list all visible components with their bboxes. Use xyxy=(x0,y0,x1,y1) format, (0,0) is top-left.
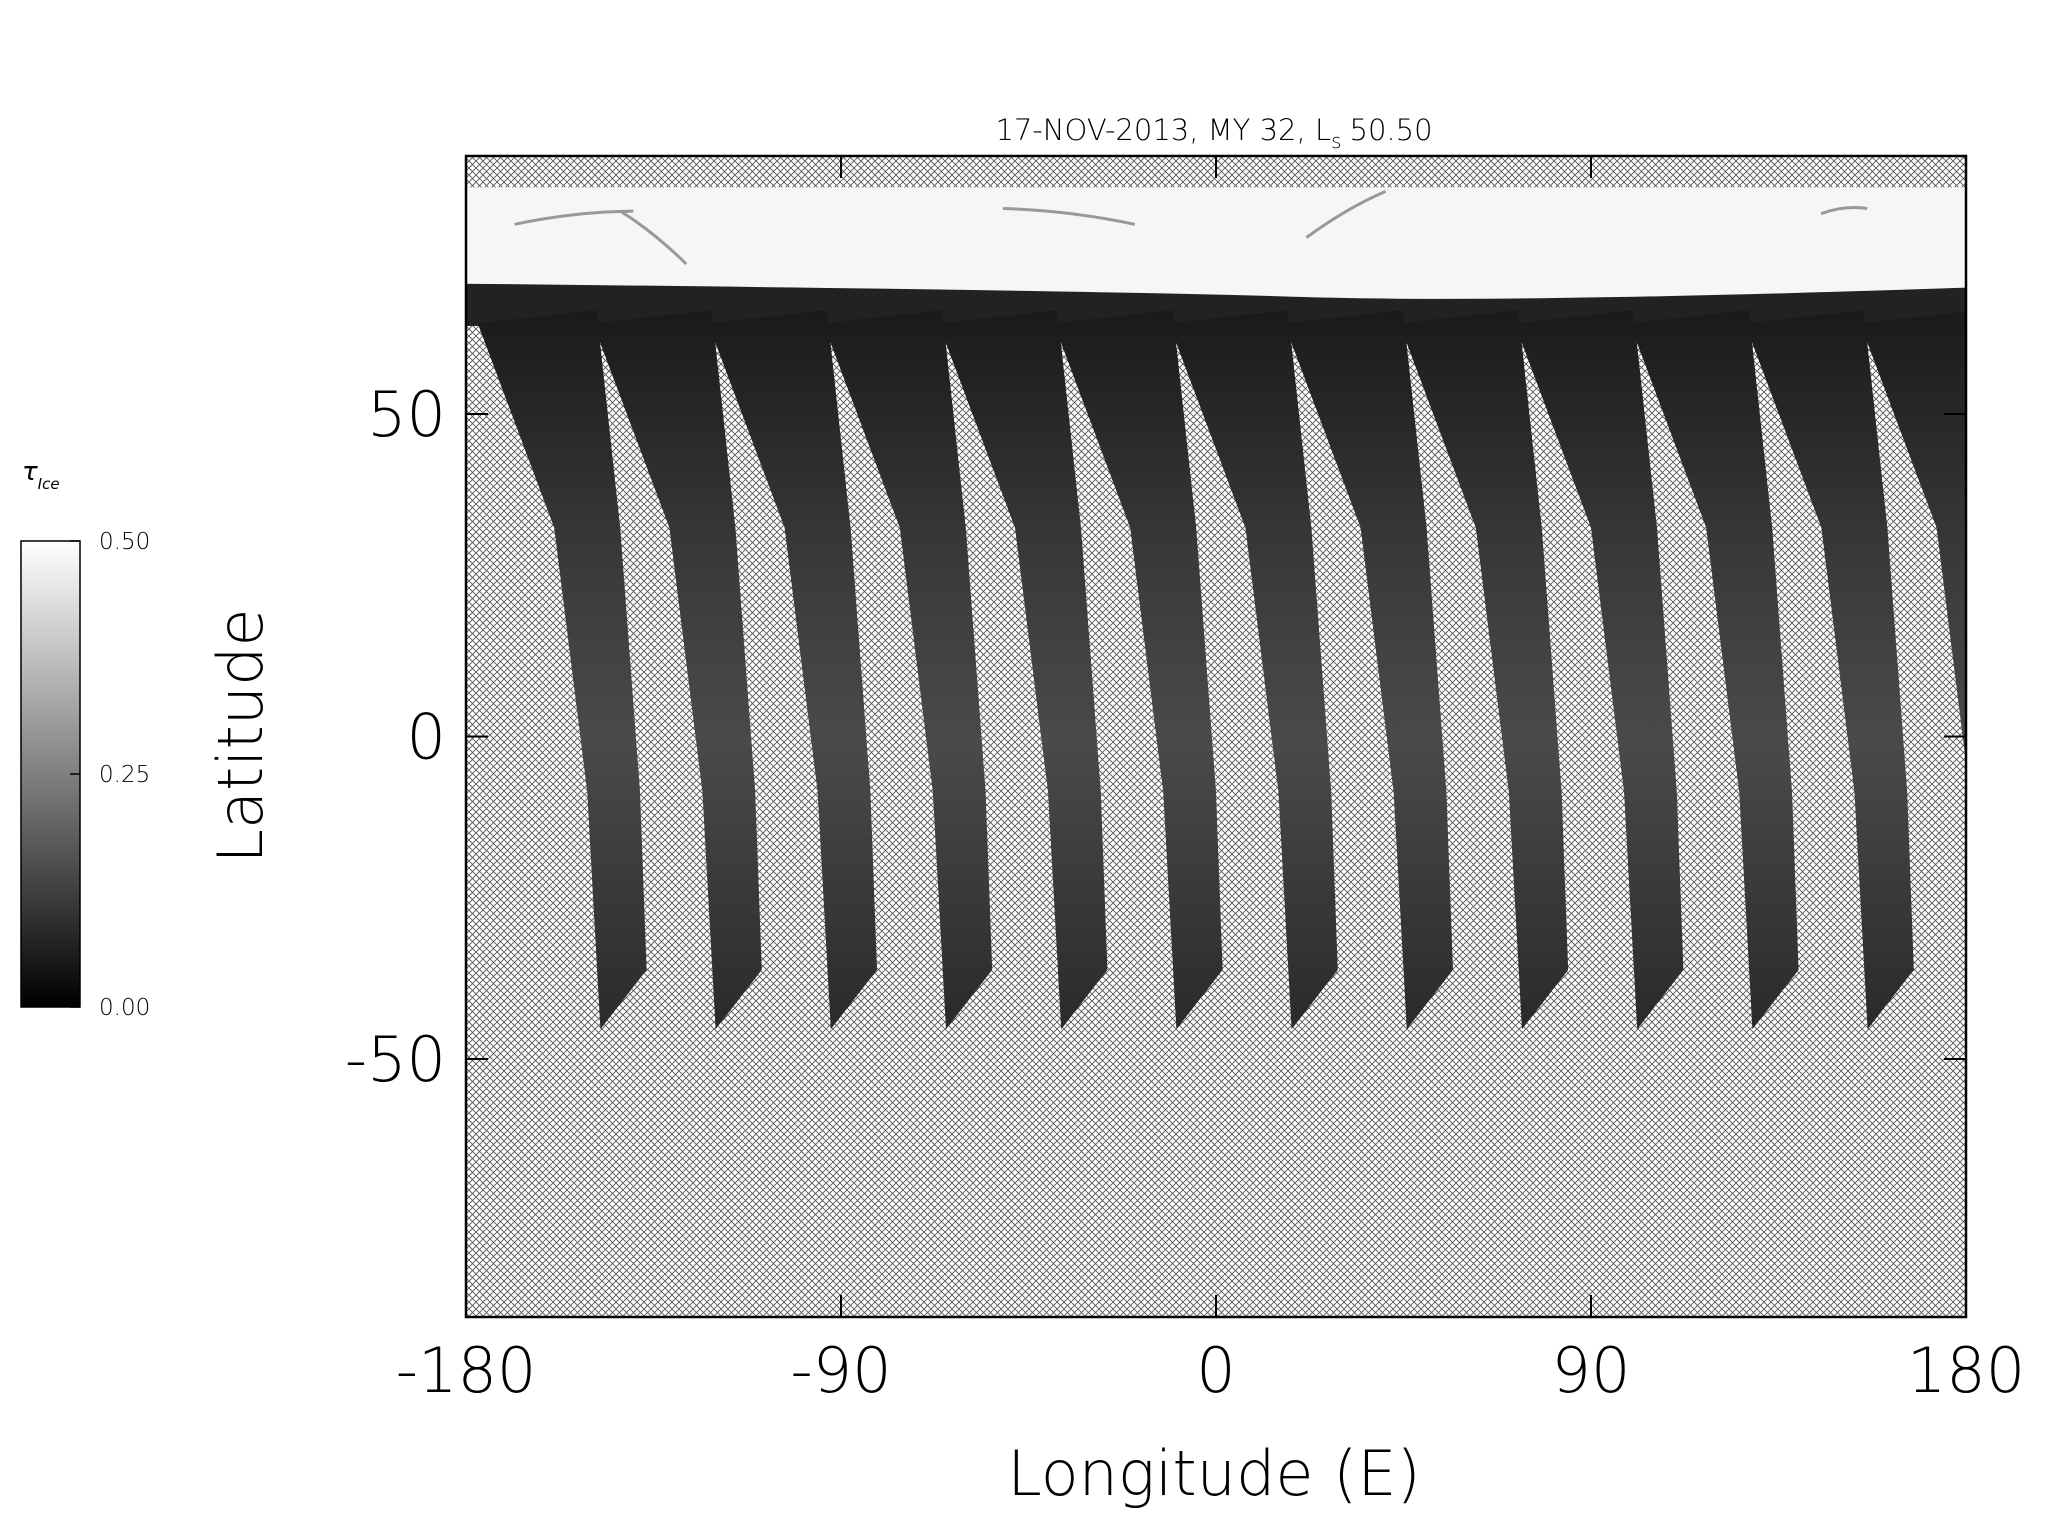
x-tick-label: 90 xyxy=(1552,1334,1631,1407)
swath xyxy=(1514,310,1684,1030)
x-tick-label: 180 xyxy=(1907,1334,2025,1407)
swath xyxy=(938,310,1108,1030)
title-value: 50.50 xyxy=(1350,113,1433,147)
colorbar-symbol: τ xyxy=(22,457,38,487)
swath xyxy=(592,310,762,1030)
x-tick-label: -90 xyxy=(790,1334,891,1407)
cap-streak xyxy=(619,209,688,265)
swath xyxy=(1168,310,1338,1030)
colorbar-tick-label: 0.50 xyxy=(99,529,150,555)
y-axis-label: Latitude xyxy=(204,608,277,863)
cap-streak xyxy=(1820,206,1868,216)
swath xyxy=(1284,310,1453,1030)
cap-streak xyxy=(1305,189,1387,239)
y-tick-label: -50 xyxy=(345,1023,446,1096)
x-tick-label: 0 xyxy=(1196,1334,1235,1407)
swath xyxy=(1629,310,1799,1030)
colorbar-tick-label: 0.00 xyxy=(99,995,150,1021)
colorbar-subscript: Ice xyxy=(38,475,60,493)
cap-streak xyxy=(1002,206,1136,226)
swath xyxy=(477,310,647,1030)
swath xyxy=(1744,310,1914,1030)
swath xyxy=(1399,310,1569,1030)
colorbar-label: τIce xyxy=(22,457,60,493)
colorbar-tick-label: 0.25 xyxy=(99,762,150,788)
swath xyxy=(1860,311,1966,764)
title-text: 17-NOV-2013, MY 32, L xyxy=(995,113,1331,147)
title-subscript: s xyxy=(1331,129,1341,153)
y-tick-label: 50 xyxy=(367,378,446,451)
swath xyxy=(1053,310,1223,1030)
x-tick-label: -180 xyxy=(396,1334,537,1407)
map-image xyxy=(466,156,1966,1317)
x-axis-label: Longitude (E) xyxy=(1007,1437,1420,1510)
chart-title: 17-NOV-2013, MY 32, Ls 50.50 xyxy=(995,113,1432,153)
y-tick-label: 0 xyxy=(407,701,446,774)
polar-cap xyxy=(466,187,1966,299)
swath xyxy=(708,310,877,1030)
swath xyxy=(823,310,993,1030)
